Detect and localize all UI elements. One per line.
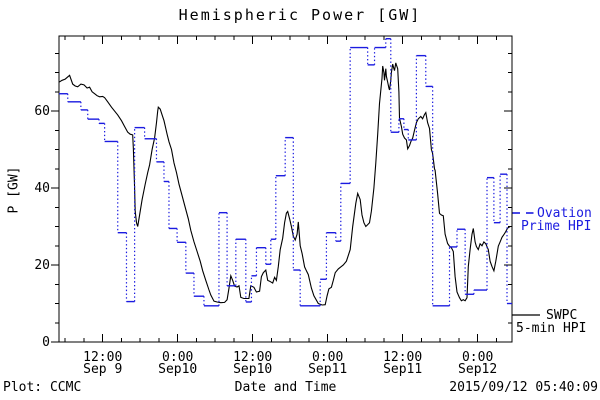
plot-credit: Plot: CCMC: [3, 380, 82, 395]
x-tick-label: 12:00 Sep 9: [83, 350, 123, 377]
plot-frame: [58, 35, 513, 343]
legend-swpc-line2: 5-min HPI: [516, 321, 587, 336]
chart-title: Hemispheric Power [GW]: [178, 6, 422, 24]
y-tick-label: 40: [34, 181, 50, 197]
x-tick-label: 0:00 Sep11: [308, 350, 348, 377]
swpc-curve: [58, 62, 512, 306]
y-tick-label: 0: [42, 335, 50, 350]
y-tick-label: 60: [34, 104, 50, 120]
x-tick-label: 12:00 Sep10: [233, 350, 273, 377]
plot-timestamp: 2015/09/12 05:40:09: [449, 380, 598, 395]
x-axis-title: Date and Time: [234, 380, 337, 395]
x-tick-label: 0:00 Sep10: [158, 350, 198, 377]
legend-ovation-line1: Ovation: [537, 206, 592, 221]
legend-ovation-line2: Prime HPI: [521, 219, 592, 234]
y-tick-label: 20: [34, 258, 50, 274]
x-tick-label: 0:00 Sep12: [458, 350, 498, 377]
x-tick-label: 12:00 Sep11: [383, 350, 423, 377]
legend-swpc-line1: SWPC: [546, 308, 578, 323]
